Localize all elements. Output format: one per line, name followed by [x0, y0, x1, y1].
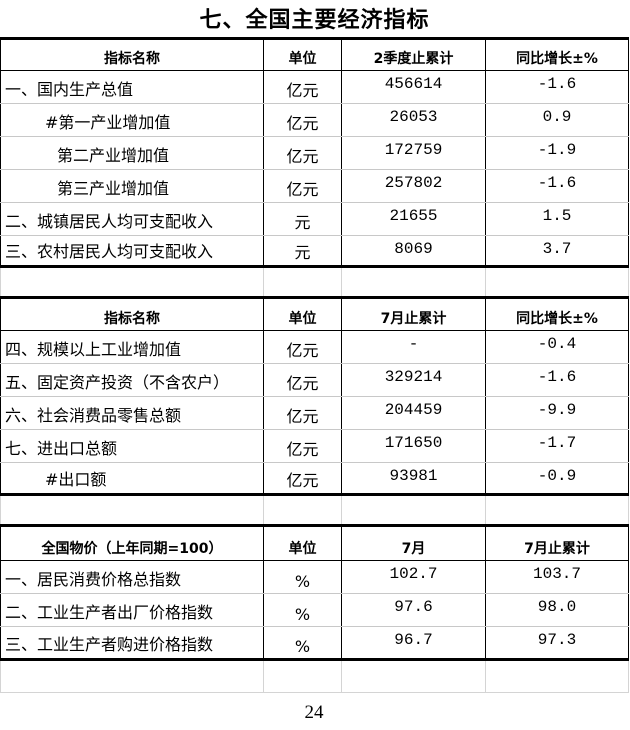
indicator-value: -	[341, 329, 486, 364]
indicator-unit: %	[263, 625, 342, 661]
indicator-growth: -9.9	[484, 395, 630, 430]
indicator-name: 一、居民消费价格总指数	[0, 559, 264, 594]
indicator-value: 204459	[341, 395, 486, 430]
indicator-name: 第三产业增加值	[0, 168, 264, 203]
table-row: #出口额 亿元 93981 -0.9	[0, 461, 630, 496]
indicator-growth: -0.9	[484, 461, 630, 496]
indicator-growth: -1.7	[484, 428, 630, 463]
blank-row	[0, 658, 630, 693]
indicator-unit: 亿元	[263, 428, 342, 463]
indicator-name: 三、农村居民人均可支配收入	[0, 234, 264, 268]
header-indicator: 全国物价（上年同期=100）	[0, 523, 264, 561]
indicator-unit: 元	[263, 201, 342, 236]
indicator-unit: 元	[263, 234, 342, 268]
table-row: 一、国内生产总值 亿元 456614 -1.6	[0, 69, 630, 104]
header-indicator: 指标名称	[0, 36, 264, 71]
header-unit: 单位	[263, 36, 342, 71]
blank-row	[0, 493, 630, 526]
indicator-name: 二、城镇居民人均可支配收入	[0, 201, 264, 236]
indicator-value: 26053	[341, 102, 486, 137]
indicator-growth: -1.6	[484, 362, 630, 397]
table-row: 一、居民消费价格总指数 % 102.7 103.7	[0, 559, 630, 594]
header-unit: 单位	[263, 523, 342, 561]
indicator-unit: 亿元	[263, 329, 342, 364]
economic-indicators-sheet: 七、全国主要经济指标 指标名称 单位 2季度止累计 同比增长±% 一、国内生产总…	[0, 8, 630, 693]
section2-header-row: 指标名称 单位 7月止累计 同比增长±%	[0, 295, 630, 331]
indicator-value: 102.7	[341, 559, 486, 594]
indicator-growth: 1.5	[484, 201, 630, 236]
indicator-unit: %	[263, 559, 342, 594]
indicator-name: #出口额	[0, 461, 264, 496]
indicator-cumulative: 98.0	[484, 592, 630, 627]
indicator-value: 93981	[341, 461, 486, 496]
indicator-name: 四、规模以上工业增加值	[0, 329, 264, 364]
indicator-value: 329214	[341, 362, 486, 397]
indicator-unit: 亿元	[263, 102, 342, 137]
indicator-cumulative: 97.3	[484, 625, 630, 661]
table-row: 第二产业增加值 亿元 172759 -1.9	[0, 135, 630, 170]
indicator-name: 三、工业生产者购进价格指数	[0, 625, 264, 661]
table-row: 二、城镇居民人均可支配收入 元 21655 1.5	[0, 201, 630, 236]
table-row: 二、工业生产者出厂价格指数 % 97.6 98.0	[0, 592, 630, 627]
indicator-name: 第二产业增加值	[0, 135, 264, 170]
header-value: 2季度止累计	[341, 36, 486, 71]
indicator-value: 8069	[341, 234, 486, 268]
header-value: 7月	[341, 523, 486, 561]
indicator-value: 171650	[341, 428, 486, 463]
table-row: 第三产业增加值 亿元 257802 -1.6	[0, 168, 630, 203]
section3-header-row: 全国物价（上年同期=100） 单位 7月 7月止累计	[0, 523, 630, 561]
indicator-growth: 3.7	[484, 234, 630, 268]
indicator-growth: -1.9	[484, 135, 630, 170]
page-number: 24	[304, 702, 324, 723]
indicator-name: 六、社会消费品零售总额	[0, 395, 264, 430]
blank-row	[0, 265, 630, 298]
table-row: 五、固定资产投资（不含农户） 亿元 329214 -1.6	[0, 362, 630, 397]
table-row: #第一产业增加值 亿元 26053 0.9	[0, 102, 630, 137]
table-row: 四、规模以上工业增加值 亿元 - -0.4	[0, 329, 630, 364]
section1-header-row: 指标名称 单位 2季度止累计 同比增长±%	[0, 36, 630, 71]
indicator-name: 七、进出口总额	[0, 428, 264, 463]
indicator-cumulative: 103.7	[484, 559, 630, 594]
indicator-growth: -1.6	[484, 168, 630, 203]
table-row: 三、农村居民人均可支配收入 元 8069 3.7	[0, 234, 630, 268]
indicator-unit: 亿元	[263, 69, 342, 104]
page-title: 七、全国主要经济指标	[199, 8, 430, 34]
indicator-growth: -0.4	[484, 329, 630, 364]
indicator-value: 21655	[341, 201, 486, 236]
indicator-value: 172759	[341, 135, 486, 170]
header-cumulative: 7月止累计	[484, 523, 630, 561]
indicator-unit: 亿元	[263, 135, 342, 170]
indicator-unit: 亿元	[263, 395, 342, 430]
indicator-value: 257802	[341, 168, 486, 203]
indicator-unit: 亿元	[263, 461, 342, 496]
indicator-growth: -1.6	[484, 69, 630, 104]
header-value: 7月止累计	[341, 295, 486, 331]
table-row: 七、进出口总额 亿元 171650 -1.7	[0, 428, 630, 463]
indicator-unit: 亿元	[263, 362, 342, 397]
indicator-unit: 亿元	[263, 168, 342, 203]
indicator-name: 五、固定资产投资（不含农户）	[0, 362, 264, 397]
indicator-name: 一、国内生产总值	[0, 69, 264, 104]
header-growth: 同比增长±%	[484, 295, 630, 331]
indicator-value: 96.7	[341, 625, 486, 661]
indicator-unit: %	[263, 592, 342, 627]
indicator-name: 二、工业生产者出厂价格指数	[0, 592, 264, 627]
header-indicator: 指标名称	[0, 295, 264, 331]
indicator-name: #第一产业增加值	[0, 102, 264, 137]
header-growth: 同比增长±%	[484, 36, 630, 71]
header-unit: 单位	[263, 295, 342, 331]
indicator-value: 456614	[341, 69, 486, 104]
indicator-value: 97.6	[341, 592, 486, 627]
table-row: 三、工业生产者购进价格指数 % 96.7 97.3	[0, 625, 630, 661]
table-row: 六、社会消费品零售总额 亿元 204459 -9.9	[0, 395, 630, 430]
indicator-growth: 0.9	[484, 102, 630, 137]
